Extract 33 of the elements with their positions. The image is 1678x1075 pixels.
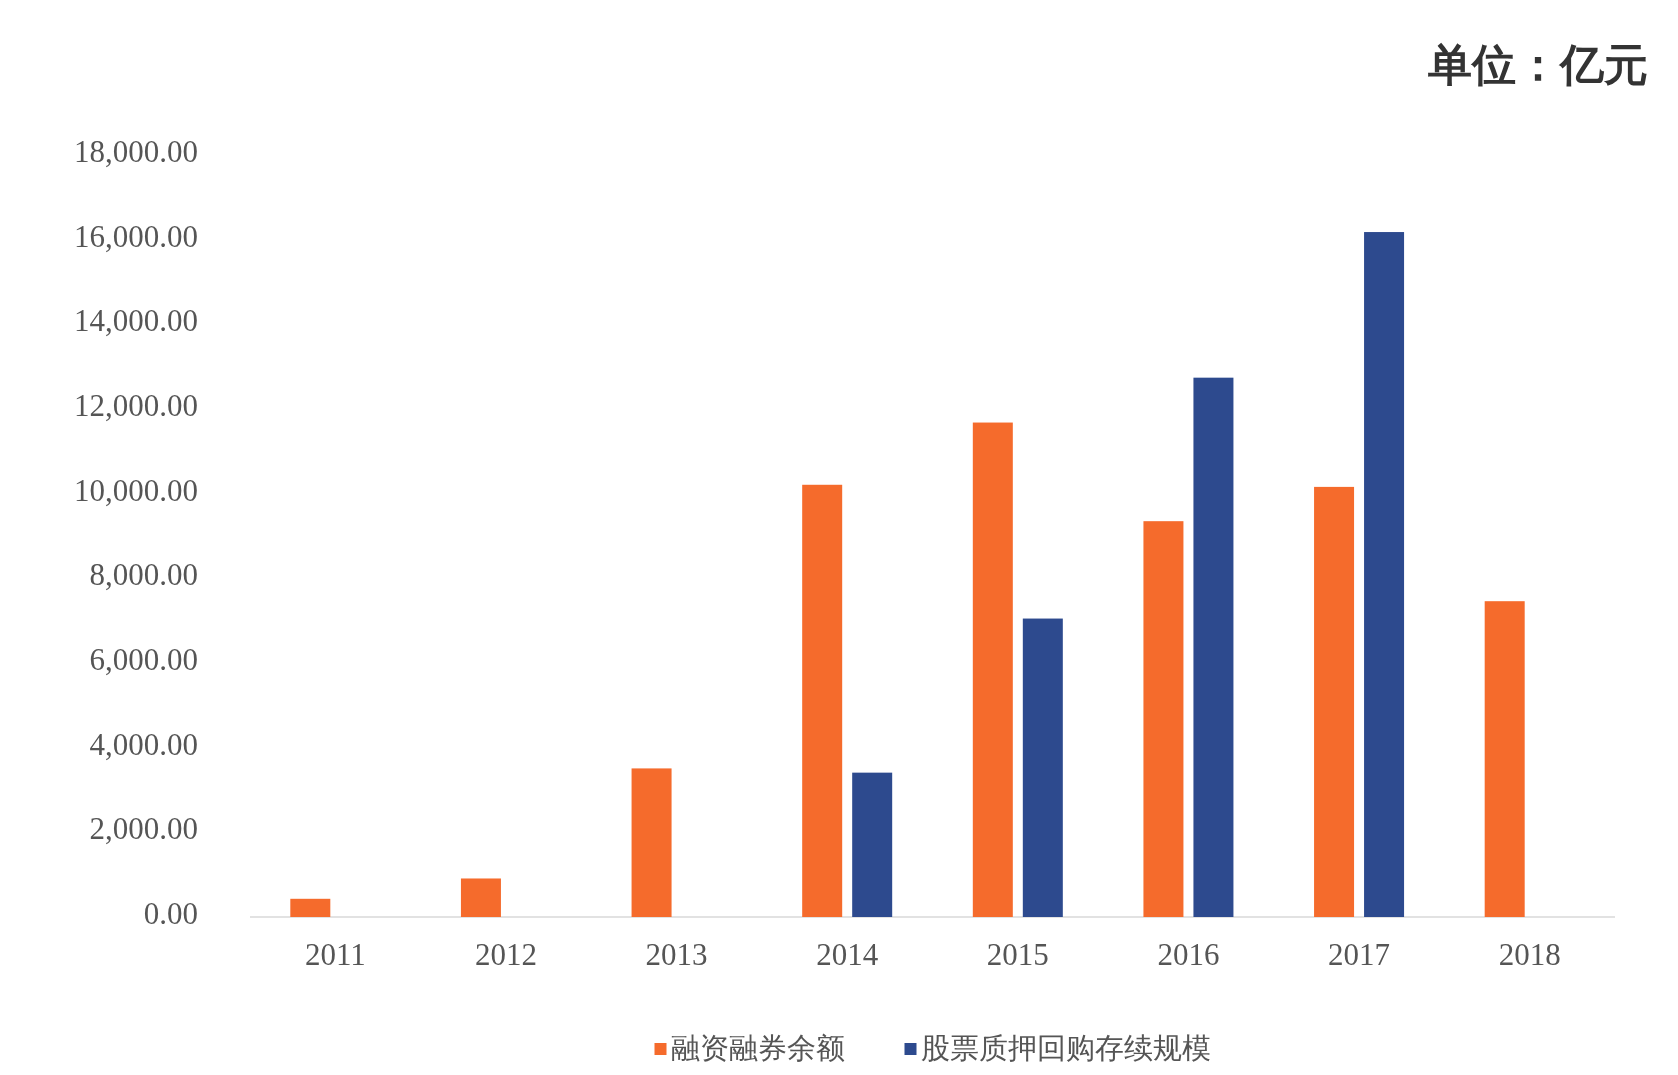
- bar: [852, 772, 893, 917]
- y-tick-label: 0.00: [143, 896, 198, 932]
- bar: [1314, 486, 1355, 917]
- x-tick-label: 2014: [816, 937, 879, 972]
- bar: [290, 898, 331, 917]
- x-tick-label: 2015: [986, 937, 1049, 972]
- x-tick-label: 2017: [1328, 937, 1391, 972]
- y-tick-label: 12,000.00: [74, 388, 198, 424]
- y-tick-label: 16,000.00: [74, 218, 198, 254]
- x-tick-label: 2016: [1157, 937, 1220, 972]
- y-tick-label: 18,000.00: [74, 134, 198, 170]
- x-tick-label: 2012: [474, 937, 537, 972]
- y-tick-label: 14,000.00: [74, 303, 198, 339]
- bar: [1484, 601, 1525, 917]
- y-tick-label: 2,000.00: [89, 811, 198, 847]
- bar: [972, 422, 1013, 917]
- y-tick-label: 6,000.00: [89, 642, 198, 678]
- x-tick-label: 2018: [1498, 937, 1561, 972]
- bar: [1143, 521, 1184, 917]
- bar: [1022, 618, 1063, 917]
- bar: [631, 768, 672, 917]
- y-tick-label: 4,000.00: [89, 726, 198, 762]
- x-tick-label: 2013: [645, 937, 708, 972]
- bar: [460, 878, 501, 917]
- bar: [802, 484, 843, 917]
- bar: [1364, 232, 1405, 917]
- x-tick-label: 2011: [304, 937, 366, 972]
- legend-label: 融资融券余额: [670, 1031, 845, 1065]
- bar: [1193, 377, 1234, 917]
- text: 单位：亿元: [1427, 39, 1648, 90]
- y-tick-label: 8,000.00: [89, 557, 198, 593]
- y-tick-label: 10,000.00: [74, 472, 198, 508]
- legend-label: 股票质押回购存续规模: [920, 1031, 1211, 1065]
